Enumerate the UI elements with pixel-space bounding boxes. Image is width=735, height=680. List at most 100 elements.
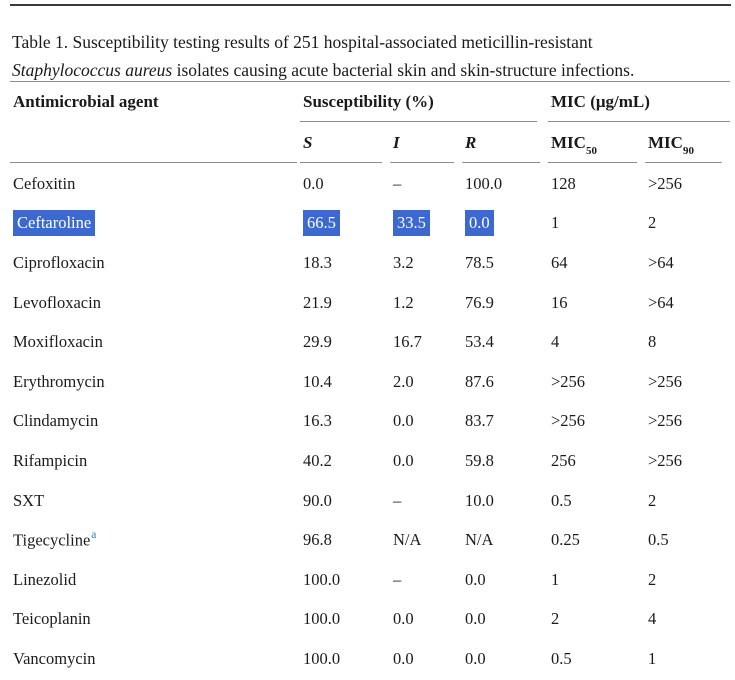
s-column-underline: [300, 162, 382, 163]
mic50-value: 2: [551, 609, 560, 629]
s-value: 29.9: [303, 332, 332, 352]
column-header-r: R: [465, 133, 477, 152]
r-value: 0.0: [465, 569, 486, 589]
r-value: N/A: [465, 530, 494, 550]
r-value: 10.0: [465, 490, 494, 510]
r-value: 83.7: [465, 411, 494, 431]
agent-name: Rifampicin: [13, 450, 88, 470]
column-header-agent: Antimicrobial agent: [13, 92, 159, 111]
agent-name: Ciprofloxacin: [13, 252, 105, 272]
column-header-mic50: MIC50: [551, 133, 597, 158]
selection-highlight-r: 0.0: [465, 210, 494, 237]
caption-label: Table 1.: [12, 31, 69, 52]
mic90-column-underline: [645, 162, 722, 163]
agent-name: Levofloxacin: [13, 292, 101, 312]
table-caption: Table 1. Susceptibility testing results …: [12, 28, 728, 84]
table-row-tigecycline: Tigecyclinea 96.8 N/A N/A 0.25 0.5: [10, 520, 730, 560]
mic90-value: 2: [648, 213, 657, 233]
mic90-value: >64: [648, 252, 674, 272]
r-value: 87.6: [465, 371, 494, 391]
s-value: 100.0: [303, 609, 341, 629]
mic90-value: >256: [648, 173, 683, 193]
mic50-value: 4: [551, 332, 560, 352]
i-value: 16.7: [393, 332, 422, 352]
agent-name: Clindamycin: [13, 411, 99, 431]
i-value: –: [393, 490, 402, 510]
i-value: 0.0: [393, 609, 414, 629]
mic90-value: 4: [648, 609, 657, 629]
s-value: 16.3: [303, 411, 332, 431]
selection-highlight-s: 66.5: [303, 210, 340, 237]
agent-name: Teicoplanin: [13, 609, 91, 629]
i-value: 2.0: [393, 371, 414, 391]
agent-name: Cefoxitin: [13, 173, 76, 193]
mic90-value: >256: [648, 450, 683, 470]
mic50-column-underline: [548, 162, 637, 163]
selection-highlight-agent: Ceftaroline: [13, 210, 96, 237]
i-value: 0.0: [393, 450, 414, 470]
r-value: 100.0: [465, 173, 503, 193]
mic50-value: 0.25: [551, 530, 580, 550]
agent-name: Linezolid: [13, 569, 77, 589]
mic50-value: 1: [551, 213, 560, 233]
subheader-row: S I R MIC50 MIC90: [10, 133, 730, 158]
column-header-i: I: [393, 133, 400, 152]
table-top-rule: [10, 4, 731, 6]
i-value: 3.2: [393, 252, 414, 272]
mic90-value: 2: [648, 490, 657, 510]
s-value: 40.2: [303, 450, 332, 470]
column-header-mic90: MIC90: [648, 133, 694, 158]
selection-highlight-i: 33.5: [393, 210, 430, 237]
table-row-teicoplanin: Teicoplanin 100.0 0.0 0.0 2 4: [10, 600, 730, 640]
s-value: 18.3: [303, 252, 332, 272]
s-value: 21.9: [303, 292, 332, 312]
table-row-sxt: SXT 90.0 – 10.0 0.5 2: [10, 481, 730, 521]
r-column-underline: [462, 162, 540, 163]
table-row-ceftaroline: Ceftaroline 66.5 33.5 0.0 1 2: [10, 204, 730, 244]
i-value: N/A: [393, 530, 422, 550]
table-row-vancomycin: Vancomycin 100.0 0.0 0.0 0.5 1: [10, 639, 730, 679]
i-value: 1.2: [393, 292, 414, 312]
table-row-rifampicin: Rifampicin 40.2 0.0 59.8 256 >256: [10, 441, 730, 481]
mic50-value: 0.5: [551, 648, 572, 668]
s-value: 100.0: [303, 648, 341, 668]
s-value: 90.0: [303, 490, 332, 510]
agent-name: SXT: [13, 490, 45, 510]
group-underlines: [10, 121, 730, 122]
footnote-link-a[interactable]: a: [91, 528, 97, 541]
mic90-value: 1: [648, 648, 657, 668]
column-header-s: S: [303, 133, 313, 152]
mic50-value: >256: [551, 371, 586, 391]
table-row-clindamycin: Clindamycin 16.3 0.0 83.7 >256 >256: [10, 402, 730, 442]
i-value: –: [393, 569, 402, 589]
mic50-value: 16: [551, 292, 568, 312]
header-group-row: Antimicrobial agent Susceptibility (%) M…: [10, 92, 730, 112]
mic90-value: >256: [648, 411, 683, 431]
table-row-linezolid: Linezolid 100.0 – 0.0 1 2: [10, 560, 730, 600]
i-value: 0.0: [393, 648, 414, 668]
caption-line2: isolates causing acute bacterial skin an…: [176, 59, 635, 80]
s-value: 0.0: [303, 173, 324, 193]
table-body: Cefoxitin 0.0 – 100.0 128 >256 Ceftaroli…: [10, 164, 730, 679]
mic50-value: 0.5: [551, 490, 572, 510]
mic50-value: >256: [551, 411, 586, 431]
r-value: 78.5: [465, 252, 494, 272]
caption-organism: Staphylococcus aureus: [12, 59, 173, 80]
mic50-value: 1: [551, 569, 560, 589]
s-value: 10.4: [303, 371, 332, 391]
mic90-value: 8: [648, 332, 657, 352]
agent-name: Moxifloxacin: [13, 332, 103, 352]
table-row-levofloxacin: Levofloxacin 21.9 1.2 76.9 16 >64: [10, 283, 730, 323]
mic90-value: >256: [648, 371, 683, 391]
mic50-value: 128: [551, 173, 576, 193]
header-top-rule: [10, 81, 730, 82]
r-value: 0.0: [465, 648, 486, 668]
mic50-value: 256: [551, 450, 576, 470]
agent-name: Erythromycin: [13, 371, 105, 391]
i-value: –: [393, 173, 402, 193]
r-value: 53.4: [465, 332, 494, 352]
r-value: 59.8: [465, 450, 494, 470]
mic50-value: 64: [551, 252, 568, 272]
mic90-value: 2: [648, 569, 657, 589]
column-group-mic: MIC (μg/mL): [551, 92, 650, 111]
